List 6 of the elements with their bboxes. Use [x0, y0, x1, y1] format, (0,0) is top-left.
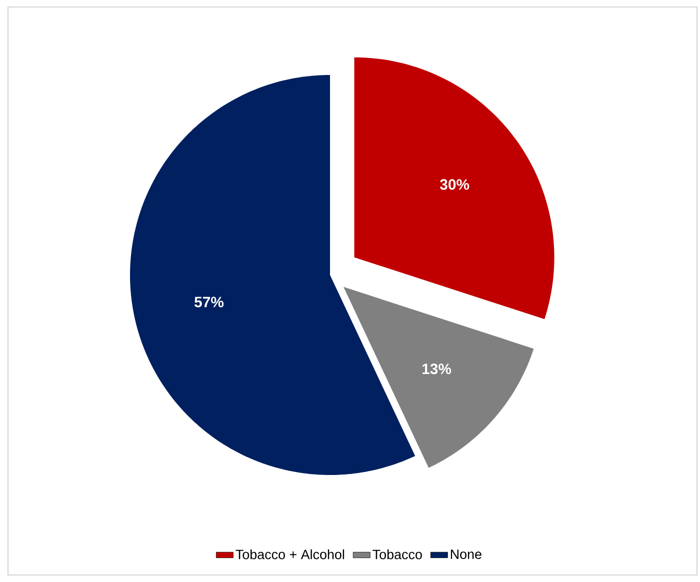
data-label: 30% [440, 179, 470, 190]
legend-label: Tobacco [372, 549, 422, 560]
legend-label: None [450, 550, 482, 559]
data-label: 57% [194, 296, 224, 308]
data-label: 13% [422, 364, 452, 374]
legend-label: Tobacco + Alcohol [236, 549, 344, 560]
